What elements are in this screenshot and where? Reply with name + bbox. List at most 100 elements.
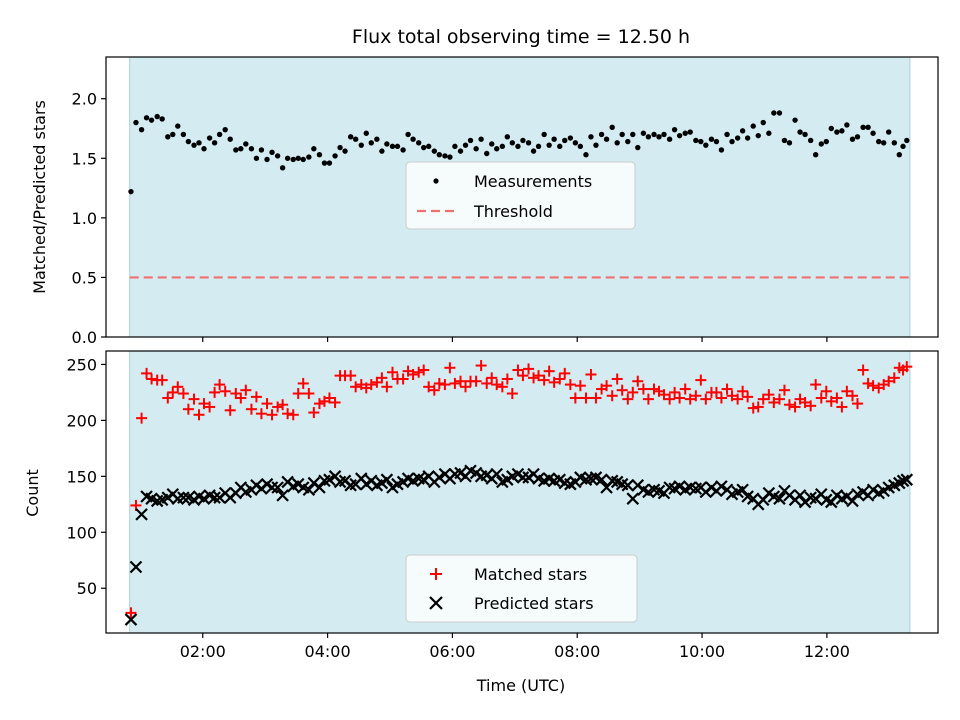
measurement-point — [352, 136, 359, 142]
measurement-point — [368, 140, 374, 146]
measurement-point — [739, 128, 746, 134]
measurement-point — [744, 135, 751, 141]
measurement-point — [562, 137, 568, 144]
measurement-point — [693, 137, 699, 144]
measurement-point — [216, 131, 223, 138]
measurement-point — [227, 136, 233, 142]
measurement-point — [363, 130, 369, 136]
matched-point — [517, 370, 529, 382]
bottom-legend: Matched stars Predicted stars — [405, 554, 638, 623]
measurement-point — [818, 141, 824, 147]
measurement-point — [337, 144, 343, 151]
predicted-point — [313, 481, 326, 494]
matched-point — [888, 372, 900, 384]
measurement-point — [609, 124, 615, 130]
matched-point — [616, 384, 628, 396]
measurement-point — [148, 117, 155, 123]
measurement-point — [211, 140, 218, 146]
measurement-point — [885, 129, 892, 135]
matched-point — [156, 374, 168, 386]
matched-point — [172, 381, 184, 393]
measurement-point — [771, 110, 777, 116]
matched-point — [789, 401, 801, 413]
bottom-y-axis-label: Count — [23, 469, 42, 517]
matched-point — [423, 381, 435, 393]
measurement-point — [755, 132, 761, 139]
measurement-point — [295, 155, 301, 161]
measurement-point — [666, 136, 673, 142]
matched-point — [224, 404, 236, 416]
measurement-point — [170, 131, 176, 138]
matched-point — [146, 373, 158, 385]
matched-point — [632, 375, 644, 387]
measurement-point — [342, 148, 348, 154]
measurement-point — [598, 131, 605, 138]
measurement-point — [583, 152, 589, 158]
matched-point — [303, 388, 315, 400]
xtick-label: 06:00 — [429, 642, 475, 661]
measurement-point — [384, 141, 390, 147]
legend-measurements: Measurements — [474, 172, 592, 191]
measurement-point — [279, 165, 286, 171]
matched-point — [214, 379, 226, 391]
measurement-point — [420, 144, 427, 151]
matched-point — [365, 379, 377, 391]
measurement-point — [708, 136, 715, 142]
measurement-point — [358, 142, 364, 148]
measurement-point — [713, 138, 720, 145]
measurement-point — [442, 153, 448, 159]
measurement-point — [880, 140, 887, 146]
measurement-point — [201, 146, 207, 152]
matched-point — [715, 392, 727, 404]
top-ytick-label: 1.0 — [72, 209, 97, 228]
measurement-point — [233, 147, 239, 153]
matched-point — [841, 385, 853, 397]
matched-point — [851, 398, 863, 410]
matched-point — [413, 366, 425, 378]
measurement-point — [870, 130, 876, 136]
matched-point — [475, 360, 487, 372]
matched-point — [611, 373, 623, 385]
matched-point — [805, 400, 817, 412]
matched-point — [695, 374, 707, 386]
measurement-point — [311, 146, 317, 152]
xtick-label: 02:00 — [180, 642, 226, 661]
matched-point — [867, 380, 879, 392]
measurement-point — [467, 137, 474, 144]
measurement-point — [671, 126, 678, 133]
matched-point — [538, 374, 550, 386]
matched-point — [820, 385, 832, 397]
matched-point — [528, 372, 540, 384]
measurement-point — [703, 142, 709, 148]
matched-point — [240, 384, 252, 396]
measurement-point — [676, 132, 683, 139]
matched-point — [883, 375, 895, 387]
measurement-point — [436, 152, 442, 158]
top-ytick-label: 0.5 — [72, 268, 97, 287]
top-ytick-label: 0.0 — [72, 328, 97, 347]
matched-point — [815, 392, 827, 404]
measurement-point — [619, 131, 625, 138]
measurement-point — [306, 154, 312, 160]
measurement-point — [567, 135, 574, 141]
matched-point — [773, 393, 785, 405]
matched-point — [601, 380, 613, 392]
matched-point — [455, 375, 467, 387]
matched-point — [757, 393, 769, 405]
matched-point — [778, 384, 790, 396]
matched-point — [277, 399, 289, 411]
matched-point — [486, 372, 498, 384]
matched-point — [533, 370, 545, 382]
matched-point — [506, 388, 518, 400]
matched-point — [141, 367, 153, 379]
matched-point — [721, 383, 733, 395]
measurement-point — [243, 141, 249, 147]
chart-title: Flux total observing time = 12.50 h — [352, 26, 690, 48]
matched-point — [329, 396, 341, 408]
measurement-point — [489, 141, 495, 147]
measurement-point — [635, 144, 641, 151]
matched-point — [710, 386, 722, 398]
matched-point — [726, 390, 738, 402]
measurement-point — [900, 143, 906, 150]
measurement-point — [812, 152, 819, 158]
